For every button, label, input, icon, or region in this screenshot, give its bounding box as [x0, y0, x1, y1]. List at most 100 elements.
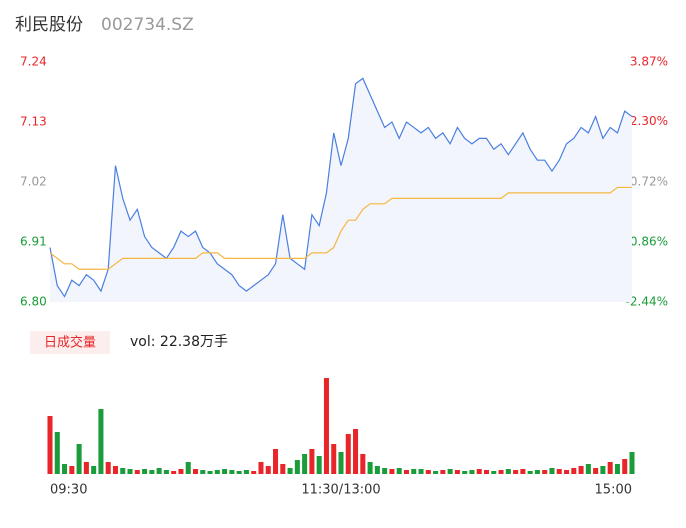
- stock-code: 002734.SZ: [101, 15, 194, 35]
- volume-bar: [229, 470, 235, 474]
- volume-bar: [513, 470, 519, 474]
- volume-bar: [171, 471, 177, 474]
- volume-bar: [469, 470, 475, 474]
- volume-bar: [549, 468, 555, 474]
- volume-bar: [280, 464, 286, 474]
- volume-bar: [54, 432, 60, 474]
- volume-bar: [382, 468, 388, 474]
- average-line: [49, 186, 632, 270]
- volume-bar: [534, 470, 540, 474]
- volume-bar: [614, 464, 620, 474]
- volume-bar: [273, 449, 279, 474]
- volume-bar: [447, 469, 453, 474]
- volume-bar: [491, 471, 497, 474]
- volume-bar: [316, 456, 322, 474]
- volume-bar: [607, 462, 613, 474]
- volume-bar: [76, 444, 82, 474]
- y2-tick-label: 0.72%: [630, 174, 668, 188]
- volume-bar: [98, 409, 104, 474]
- volume-bar: [338, 452, 344, 474]
- y2-tick-label: -0.86%: [626, 234, 668, 248]
- volume-bar: [353, 429, 359, 474]
- y-tick-label: 6.91: [20, 235, 47, 249]
- price-line: [49, 77, 633, 298]
- volume-bar: [142, 469, 148, 474]
- y2-tick-label: 3.87%: [630, 55, 668, 69]
- volume-bar: [571, 468, 577, 474]
- volume-bar: [120, 468, 126, 474]
- volume-bar: [367, 462, 373, 474]
- volume-bar: [127, 469, 133, 474]
- volume-bar: [418, 469, 424, 474]
- volume-bar: [374, 466, 380, 474]
- volume-bar: [629, 452, 635, 474]
- volume-bar: [69, 466, 75, 474]
- volume-bar: [91, 466, 97, 474]
- volume-summary: vol: 22.38万手: [130, 334, 228, 350]
- y-tick-label: 7.02: [20, 175, 47, 189]
- volume-bar: [396, 468, 402, 474]
- volume-tab[interactable]: [30, 331, 110, 354]
- volume-bar: [258, 462, 264, 474]
- volume-bar: [214, 470, 220, 474]
- y-tick-label: 7.13: [20, 115, 47, 129]
- volume-bar: [222, 469, 228, 474]
- volume-bar: [476, 469, 482, 474]
- volume-bar: [600, 466, 606, 474]
- volume-bar: [331, 444, 337, 474]
- y-tick-label: 7.24: [20, 55, 47, 69]
- volume-bar: [505, 469, 511, 474]
- y2-tick-label: -2.44%: [626, 295, 668, 309]
- volume-bar: [323, 378, 329, 474]
- volume-bar: [192, 469, 199, 474]
- volume-bar: [294, 460, 300, 474]
- volume-bar: [178, 469, 184, 474]
- volume-tab-label[interactable]: 日成交量: [44, 335, 96, 351]
- stock-name: 利民股份: [15, 15, 83, 35]
- y-tick-label: 6.80: [20, 295, 47, 309]
- volume-bar: [593, 468, 599, 474]
- volume-bar: [309, 449, 315, 474]
- volume-bar: [454, 470, 460, 474]
- x-tick-label: 11:30/13:00: [301, 483, 380, 498]
- volume-bar: [389, 469, 395, 474]
- y2-tick-label: 2.30%: [630, 114, 668, 128]
- volume-bar: [62, 464, 68, 474]
- volume-bar: [156, 468, 162, 474]
- volume-bar: [556, 469, 562, 474]
- volume-bar: [134, 470, 140, 474]
- volume-bar: [433, 471, 439, 474]
- volume-bar: [243, 470, 249, 474]
- volume-bar: [360, 454, 366, 474]
- volume-bar: [200, 470, 206, 474]
- volume-bar: [163, 470, 169, 474]
- volume-bar: [236, 471, 242, 474]
- volume-bar: [425, 470, 431, 474]
- volume-bar: [483, 470, 490, 474]
- volume-bar: [542, 470, 548, 474]
- volume-bar: [302, 454, 308, 474]
- volume-bar: [105, 462, 111, 474]
- volume-bar: [411, 469, 417, 474]
- x-tick-label: 09:30: [50, 483, 87, 498]
- volume-bar: [622, 459, 628, 474]
- volume-bar: [564, 470, 570, 474]
- volume-bar: [585, 464, 591, 474]
- volume-bar: [345, 434, 351, 474]
- volume-bar: [520, 469, 526, 474]
- price-area: [50, 78, 632, 302]
- volume-bar: [265, 466, 271, 474]
- volume-bar: [149, 470, 155, 474]
- volume-bar: [207, 471, 213, 474]
- volume-bar: [185, 462, 191, 474]
- volume-bar: [287, 468, 293, 474]
- volume-bar: [462, 471, 468, 474]
- volume-bar: [47, 416, 53, 474]
- x-tick-label: 15:00: [595, 483, 632, 498]
- volume-bar: [83, 462, 89, 474]
- volume-bar: [403, 470, 409, 474]
- volume-bar: [251, 471, 257, 474]
- volume-bar: [498, 470, 504, 474]
- volume-bar: [578, 466, 584, 474]
